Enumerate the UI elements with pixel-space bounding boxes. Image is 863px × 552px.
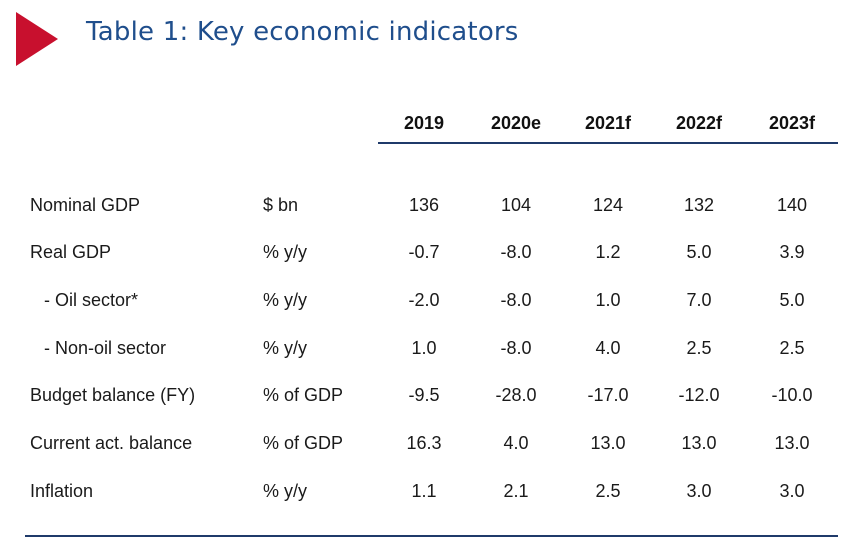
cell-value: 2.5	[595, 481, 621, 501]
cell-value: 5.0	[779, 290, 805, 310]
row-label: Budget balance (FY)	[30, 385, 196, 405]
cell-value: 1.2	[595, 242, 621, 262]
cell-value: 2.5	[779, 338, 805, 358]
table-row-oil-sector: - Oil sector* % y/y -2.0 -8.0 1.0 7.0 5.…	[0, 290, 863, 318]
cell-value: 13.0	[681, 433, 717, 453]
cell-value: 3.0	[686, 481, 712, 501]
cell-value: 16.3	[406, 433, 442, 453]
cell-value: -28.0	[495, 385, 537, 405]
cell-value: 2.5	[686, 338, 712, 358]
header-divider	[378, 142, 838, 144]
row-label: - Oil sector*	[44, 290, 139, 310]
column-header-2021f: 2021f	[584, 113, 632, 133]
cell-value: 3.0	[779, 481, 805, 501]
row-label: Inflation	[30, 481, 94, 501]
cell-value: 4.0	[503, 433, 529, 453]
cell-value: -0.7	[408, 242, 440, 262]
cell-value: -10.0	[771, 385, 813, 405]
cell-value: 124	[592, 195, 624, 215]
column-header-2020e: 2020e	[490, 113, 542, 133]
table-row-current-account-balance: Current act. balance % of GDP 16.3 4.0 1…	[0, 433, 863, 461]
cell-value: -12.0	[678, 385, 720, 405]
table-header-row: 2019 2020e 2021f 2022f 2023f	[0, 113, 863, 139]
cell-value: 136	[408, 195, 440, 215]
cell-value: 13.0	[590, 433, 626, 453]
table-title: Table 1: Key economic indicators	[86, 17, 519, 47]
row-unit: $ bn	[263, 195, 299, 215]
cell-value: 2.1	[503, 481, 529, 501]
title-marker-triangle	[16, 12, 58, 66]
column-header-2019: 2019	[403, 113, 445, 133]
cell-value: -8.0	[500, 338, 532, 358]
row-unit: % y/y	[263, 290, 308, 310]
cell-value: -2.0	[408, 290, 440, 310]
cell-value: 1.1	[411, 481, 437, 501]
row-unit: % y/y	[263, 338, 308, 358]
row-unit: % y/y	[263, 481, 308, 501]
row-label: Nominal GDP	[30, 195, 141, 215]
cell-value: 132	[683, 195, 715, 215]
cell-value: 13.0	[774, 433, 810, 453]
table-row-budget-balance: Budget balance (FY) % of GDP -9.5 -28.0 …	[0, 385, 863, 413]
column-header-2022f: 2022f	[675, 113, 723, 133]
column-header-2023f: 2023f	[768, 113, 816, 133]
row-unit: % of GDP	[263, 385, 344, 405]
cell-value: 1.0	[595, 290, 621, 310]
cell-value: -8.0	[500, 242, 532, 262]
row-label: Real GDP	[30, 242, 112, 262]
cell-value: -17.0	[587, 385, 629, 405]
table-row-nominal-gdp: Nominal GDP $ bn 136 104 124 132 140	[0, 195, 863, 223]
cell-value: 140	[776, 195, 808, 215]
cell-value: 104	[500, 195, 532, 215]
bottom-divider	[25, 535, 838, 537]
cell-value: 1.0	[411, 338, 437, 358]
table-row-non-oil-sector: - Non-oil sector % y/y 1.0 -8.0 4.0 2.5 …	[0, 338, 863, 366]
cell-value: 7.0	[686, 290, 712, 310]
table-row-inflation: Inflation % y/y 1.1 2.1 2.5 3.0 3.0	[0, 481, 863, 509]
row-label: Current act. balance	[30, 433, 193, 453]
row-unit: % y/y	[263, 242, 308, 262]
row-label: - Non-oil sector	[44, 338, 167, 358]
cell-value: -9.5	[408, 385, 440, 405]
cell-value: 4.0	[595, 338, 621, 358]
table-row-real-gdp: Real GDP % y/y -0.7 -8.0 1.2 5.0 3.9	[0, 242, 863, 270]
cell-value: 5.0	[686, 242, 712, 262]
row-unit: % of GDP	[263, 433, 344, 453]
cell-value: 3.9	[779, 242, 805, 262]
cell-value: -8.0	[500, 290, 532, 310]
